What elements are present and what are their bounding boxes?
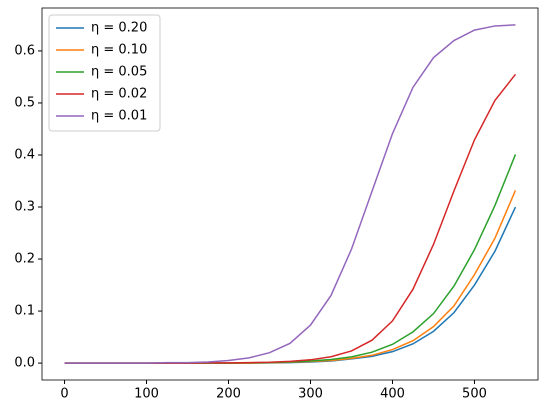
x-tick-label: 200	[216, 387, 241, 402]
y-tick-label: 0.5	[14, 95, 35, 110]
legend-label: η = 0.10	[91, 43, 147, 58]
x-tick-label: 100	[134, 387, 159, 402]
legend-label: η = 0.01	[91, 109, 147, 124]
y-tick-label: 0.2	[14, 252, 35, 267]
legend-label: η = 0.20	[91, 21, 147, 36]
series-line	[64, 154, 517, 364]
series-line	[64, 24, 516, 364]
y-tick-label: 0.4	[14, 147, 35, 162]
x-tick-label: 300	[298, 387, 323, 402]
y-tick-label: 0.6	[14, 43, 35, 58]
y-tick-label: 0.3	[14, 200, 35, 215]
legend-label: η = 0.05	[91, 65, 147, 80]
legend-box	[48, 14, 161, 132]
axes-frame	[41, 7, 539, 381]
series-line	[64, 206, 517, 364]
x-tick-label: 0	[60, 387, 68, 402]
x-tick-label: 500	[462, 387, 487, 402]
series-line	[64, 190, 517, 364]
legend-label: η = 0.02	[91, 87, 147, 102]
x-tick-label: 400	[380, 387, 405, 402]
y-tick-label: 0.1	[14, 304, 35, 319]
y-tick-label: 0.0	[14, 356, 35, 371]
